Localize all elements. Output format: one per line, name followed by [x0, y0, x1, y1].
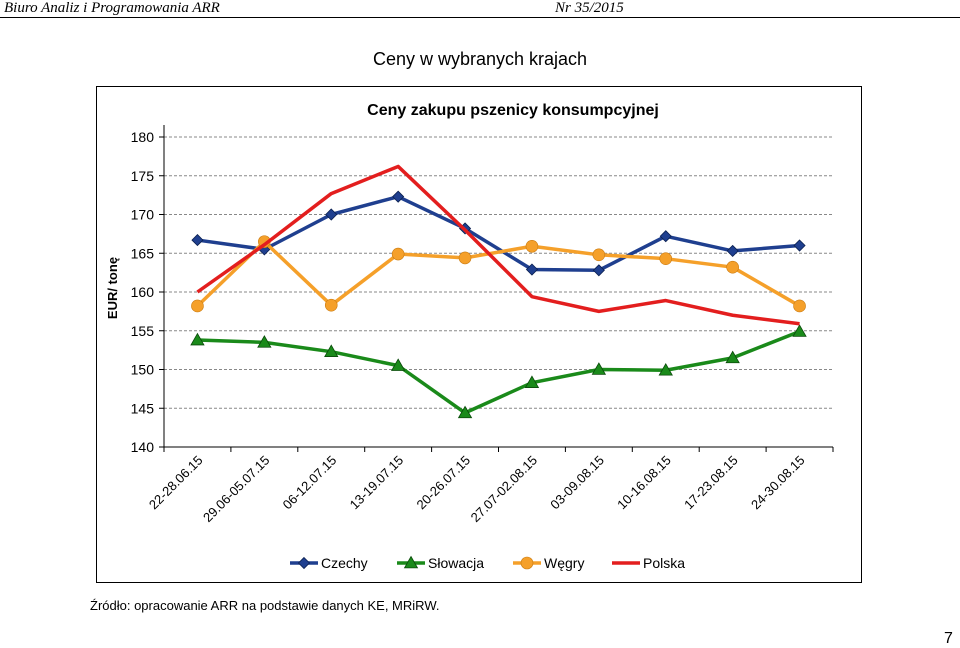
data-point-slowacja [190, 332, 205, 346]
series-line-slowacja [197, 329, 801, 415]
chart-title: Ceny zakupu pszenicy konsumpcyjnej [367, 102, 659, 119]
data-point-slowacja [390, 358, 406, 371]
header-publisher: Biuro Analiz i Programowania ARR [4, 0, 220, 16]
series-line-czechy [197, 194, 800, 273]
data-point-wegry [458, 251, 472, 265]
data-point-czechy [392, 190, 405, 203]
x-tick-label: 10-16.08.15 [614, 453, 674, 513]
data-point-slowacja [257, 335, 272, 348]
data-point-czechy [325, 208, 338, 221]
legend-label-wegry: Węgry [544, 555, 584, 571]
data-point-wegry [324, 298, 338, 312]
data-point-slowacja [324, 344, 339, 357]
y-axis-label: EUR/ tonę [105, 257, 120, 319]
data-point-slowacja [725, 350, 740, 364]
header-divider [0, 17, 960, 18]
data-point-czechy [525, 263, 539, 276]
x-tick-label: 22-28.06.15 [146, 453, 206, 513]
section-title: Ceny w wybranych krajach [372, 49, 588, 69]
data-point-wegry [391, 247, 405, 261]
legend-marker-slowacja [403, 555, 419, 569]
data-point-wegry [659, 252, 673, 265]
x-tick-label: 13-19.07.15 [347, 453, 407, 513]
y-tick-label: 140 [131, 439, 155, 455]
x-tick-label: 17-23.08.15 [681, 453, 741, 513]
data-point-slowacja [457, 405, 473, 419]
data-point-slowacja [591, 362, 607, 375]
y-tick-label: 150 [131, 362, 155, 378]
data-point-czechy [592, 264, 605, 277]
data-point-czechy [191, 234, 204, 247]
data-point-czechy [726, 244, 739, 257]
data-point-czechy [659, 230, 672, 243]
y-tick-label: 145 [131, 400, 155, 416]
y-tick-label: 155 [131, 323, 155, 339]
series-line-polska [196, 164, 800, 326]
y-tick-label: 170 [131, 207, 155, 223]
x-tick-label: 29.06-05.07.15 [200, 453, 272, 525]
header-issue-number: Nr 35/2015 [555, 0, 624, 16]
x-tick-label: 03-09.08.15 [547, 453, 607, 513]
data-point-wegry [793, 299, 806, 313]
data-point-wegry [592, 248, 606, 262]
source-note: Źródło: opracowanie ARR na podstawie dan… [90, 598, 440, 613]
x-tick-label: 24-30.08.15 [748, 453, 808, 513]
page-number: 7 [944, 630, 953, 647]
legend-marker-czechy [297, 556, 311, 570]
y-tick-label: 165 [131, 245, 155, 261]
legend-marker-wegry [520, 556, 534, 570]
data-point-wegry [525, 239, 539, 253]
legend: Czechy Słowacja Węgry Polska [290, 555, 685, 571]
y-tick-label: 175 [131, 168, 155, 184]
data-point-wegry [726, 260, 739, 274]
y-tick-label: 160 [131, 284, 155, 300]
x-tick-label: 20-26.07.15 [413, 453, 473, 513]
data-point-slowacja [658, 362, 673, 376]
legend-label-slowacja: Słowacja [428, 555, 484, 571]
data-point-slowacja [792, 324, 807, 337]
legend-label-czechy: Czechy [321, 555, 368, 571]
data-point-wegry [191, 299, 204, 313]
x-tick-label: 27.07-02.08.15 [468, 453, 540, 525]
data-point-slowacja [524, 375, 540, 388]
y-tick-label: 180 [131, 129, 155, 145]
chart-frame [96, 86, 862, 583]
series-line-wegry [196, 239, 801, 308]
legend-label-polska: Polska [643, 555, 685, 571]
x-tick-label: 06-12.07.15 [280, 453, 340, 513]
data-point-czechy [793, 239, 806, 252]
